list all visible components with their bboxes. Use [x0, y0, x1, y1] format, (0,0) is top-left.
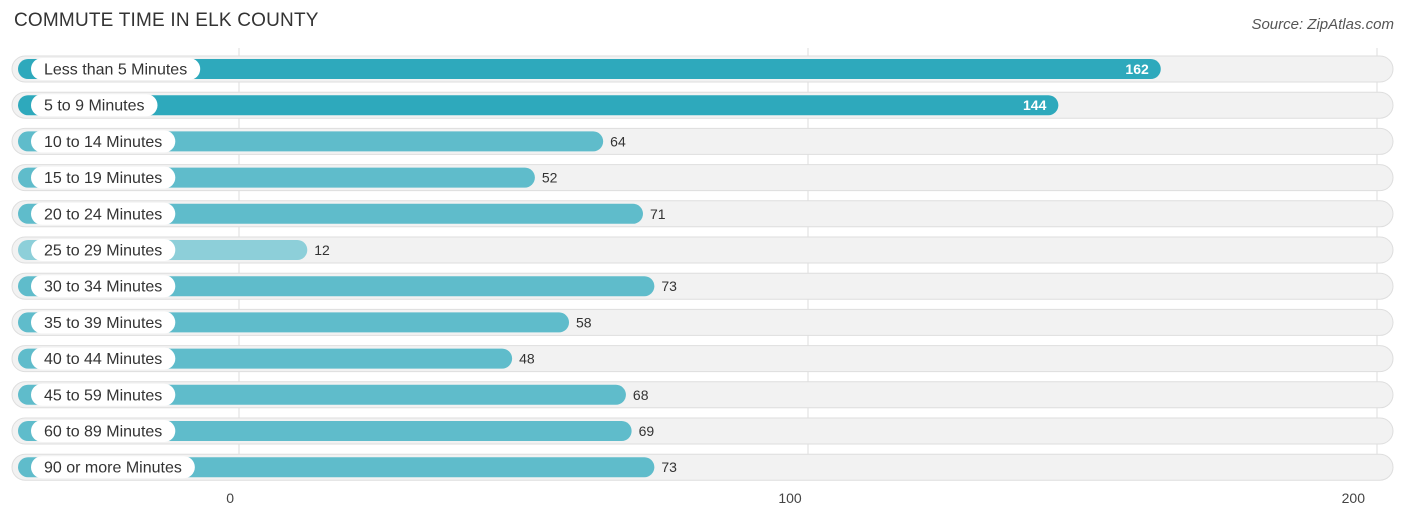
category-label: 35 to 39 Minutes: [44, 315, 162, 332]
category-label: 5 to 9 Minutes: [44, 98, 145, 115]
value-label: 71: [650, 206, 666, 222]
source-label: Source: ZipAtlas.com: [1251, 16, 1394, 33]
bar-track: [11, 236, 1394, 264]
category-label: 45 to 59 Minutes: [44, 387, 162, 404]
chart-title: COMMUTE TIME IN ELK COUNTY: [14, 10, 319, 31]
category-label: 10 to 14 Minutes: [44, 134, 162, 151]
x-tick-label: 200: [1342, 490, 1366, 506]
category-label: 60 to 89 Minutes: [44, 424, 162, 441]
value-label: 12: [314, 242, 330, 258]
value-label: 73: [661, 459, 677, 475]
category-label: 25 to 29 Minutes: [44, 243, 162, 260]
category-pill: [31, 420, 176, 442]
category-label: 90 or more Minutes: [44, 460, 182, 477]
value-label: 69: [639, 423, 655, 439]
value-label: 68: [633, 387, 649, 403]
bar[interactable]: [18, 203, 643, 224]
category-pill: [31, 202, 176, 225]
category-label: 20 to 24 Minutes: [44, 206, 162, 223]
category-pill: [31, 94, 158, 117]
category-pill: [31, 166, 176, 189]
value-label: 64: [610, 133, 626, 149]
value-label: 162: [1125, 61, 1149, 77]
category-pill: [31, 275, 176, 298]
category-pill: [31, 130, 176, 153]
category-pill: [31, 456, 195, 479]
category-pill: [31, 58, 201, 80]
value-label: 48: [519, 351, 535, 367]
value-label: 144: [1023, 97, 1047, 113]
bar[interactable]: [18, 95, 1059, 116]
category-pill: [31, 311, 176, 334]
bar[interactable]: [18, 276, 655, 297]
category-label: 30 to 34 Minutes: [44, 279, 162, 296]
value-label: 73: [661, 278, 677, 294]
value-label: 58: [576, 314, 592, 330]
x-tick-label: 0: [226, 490, 234, 506]
value-label: 52: [542, 170, 558, 186]
category-label: 15 to 19 Minutes: [44, 170, 162, 187]
category-pill: [31, 383, 176, 406]
bar[interactable]: [18, 59, 1161, 79]
x-tick-label: 100: [778, 490, 802, 506]
category-label: 40 to 44 Minutes: [44, 351, 162, 368]
category-label: Less than 5 Minutes: [44, 62, 187, 79]
category-pill: [31, 239, 176, 261]
category-pill: [31, 347, 176, 370]
